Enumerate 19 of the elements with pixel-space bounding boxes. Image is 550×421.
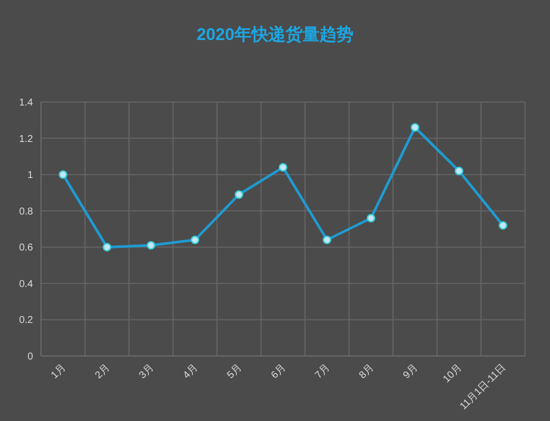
y-tick: 1.4 [19,98,33,108]
x-tick: 9月 [401,362,420,382]
y-tick: 0 [27,352,33,362]
x-tick: 6月 [269,362,288,382]
x-tick: 7月 [313,362,332,382]
y-tick: 0.8 [19,206,33,218]
y-tick: 1 [27,170,33,182]
x-tick: 3月 [137,362,156,382]
y-tick: 0.4 [19,278,33,290]
y-tick: 0.6 [19,242,33,254]
x-tick: 8月 [357,362,376,382]
y-tick: 1.2 [19,134,33,145]
title: 2020年快递货量趋势 [196,25,354,44]
x-tick: 5月 [225,362,244,382]
x-tick: 4月 [181,362,200,382]
x-tick: 2月 [93,362,112,382]
x-tick: 10月 [441,362,464,386]
y-tick: 0.2 [19,315,33,326]
x-tick: 1月 [49,362,68,382]
